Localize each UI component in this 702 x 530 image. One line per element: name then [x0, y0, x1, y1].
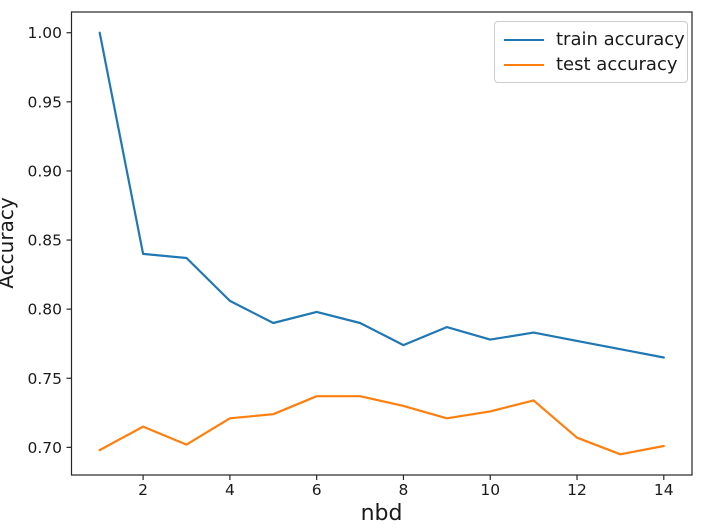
y-tick-label: 0.90 — [27, 162, 62, 180]
legend-label: train accuracy — [556, 28, 685, 50]
legend-item: train accuracy — [504, 29, 685, 50]
y-tick-label: 0.80 — [27, 301, 62, 319]
legend: train accuracy test accuracy — [494, 21, 688, 83]
y-axis-label: Accuracy — [0, 197, 18, 289]
plot-frame — [70, 11, 693, 476]
x-tick-label: 6 — [312, 481, 322, 499]
series-line-train-accuracy — [98, 31, 665, 359]
y-tick-label: 0.85 — [27, 232, 62, 250]
x-tick-label: 8 — [399, 481, 409, 499]
x-axis-label: nbd — [360, 501, 403, 526]
x-tick-label: 10 — [480, 481, 500, 499]
legend-swatch-line — [504, 38, 544, 41]
x-tick-label: 2 — [138, 481, 148, 499]
legend-swatch-line — [504, 63, 544, 66]
x-tick-label: 4 — [225, 481, 235, 499]
y-tick-label: 0.75 — [27, 370, 62, 388]
legend-label: test accuracy — [556, 53, 678, 75]
x-tick-label: 12 — [567, 481, 587, 499]
x-tick-label: 14 — [654, 481, 674, 499]
y-tick-label: 0.95 — [27, 93, 62, 111]
y-tick-label: 1.00 — [27, 24, 62, 42]
series-line-test-accuracy — [98, 395, 665, 456]
y-tick-label: 0.70 — [27, 439, 62, 457]
legend-item: test accuracy — [504, 54, 678, 75]
